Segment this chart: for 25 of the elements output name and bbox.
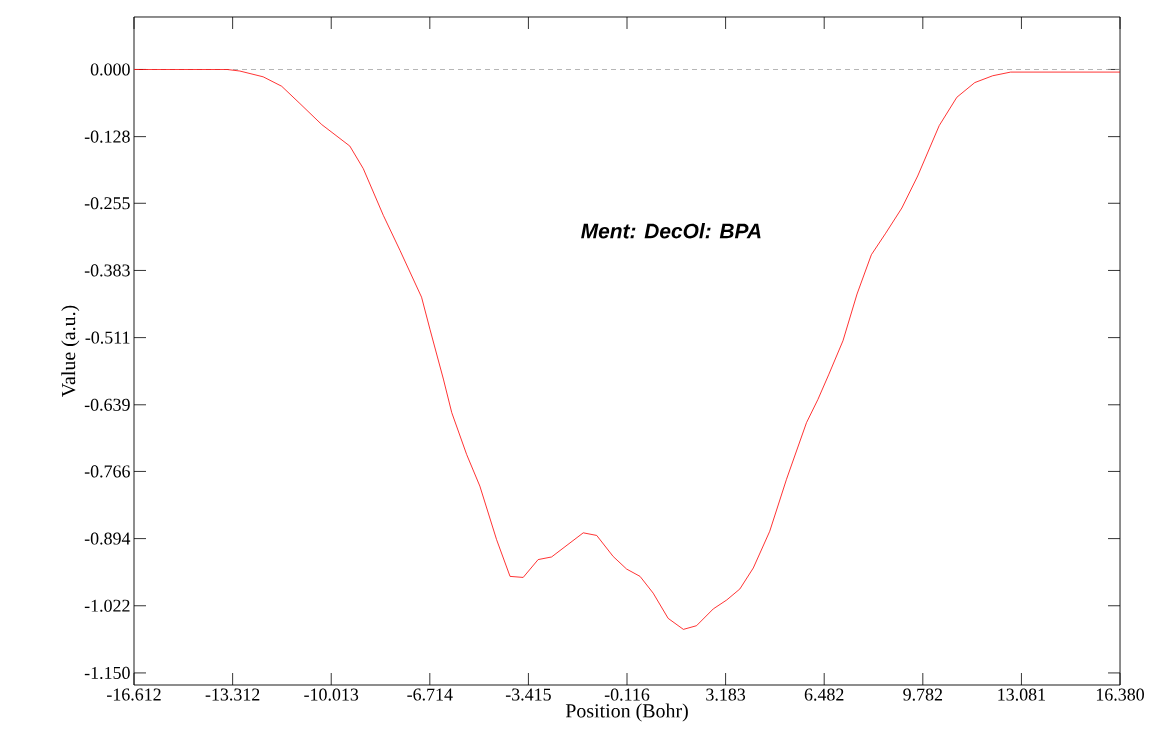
y-tick-label: -0.894 <box>84 532 131 545</box>
x-tick-label: 13.081 <box>998 688 1045 701</box>
x-tick-label: 9.782 <box>903 688 943 701</box>
y-tick-label: -0.383 <box>84 264 130 277</box>
x-tick-label: -6.714 <box>407 688 453 701</box>
x-tick-label: 6.482 <box>804 688 844 701</box>
x-tick-label: -10.013 <box>304 688 359 701</box>
y-tick-label: 0.000 <box>90 63 130 76</box>
annotation: Ment: DecOl: BPA <box>581 223 761 239</box>
y-tick-label: -0.766 <box>84 465 130 478</box>
y-tick-label: -0.511 <box>85 331 130 344</box>
x-tick-label: 16.380 <box>1096 688 1144 701</box>
x-tick-label: 3.183 <box>706 688 746 701</box>
y-tick-label: -0.128 <box>84 130 130 143</box>
x-tick-label: -3.415 <box>505 688 551 701</box>
y-tick-label: -1.022 <box>84 599 130 612</box>
line-series <box>134 69 1121 630</box>
x-tick-label: -16.612 <box>107 688 161 701</box>
x-tick-label: -0.116 <box>604 688 650 701</box>
y-axis-title: Value (a.u.) <box>61 305 80 397</box>
x-axis-title: Position (Bohr) <box>565 703 688 722</box>
y-tick-label: -0.639 <box>84 398 130 411</box>
y-tick-label: -1.150 <box>84 666 130 680</box>
x-tick-label: -13.312 <box>205 688 260 701</box>
y-tick-label: -0.255 <box>84 197 130 210</box>
